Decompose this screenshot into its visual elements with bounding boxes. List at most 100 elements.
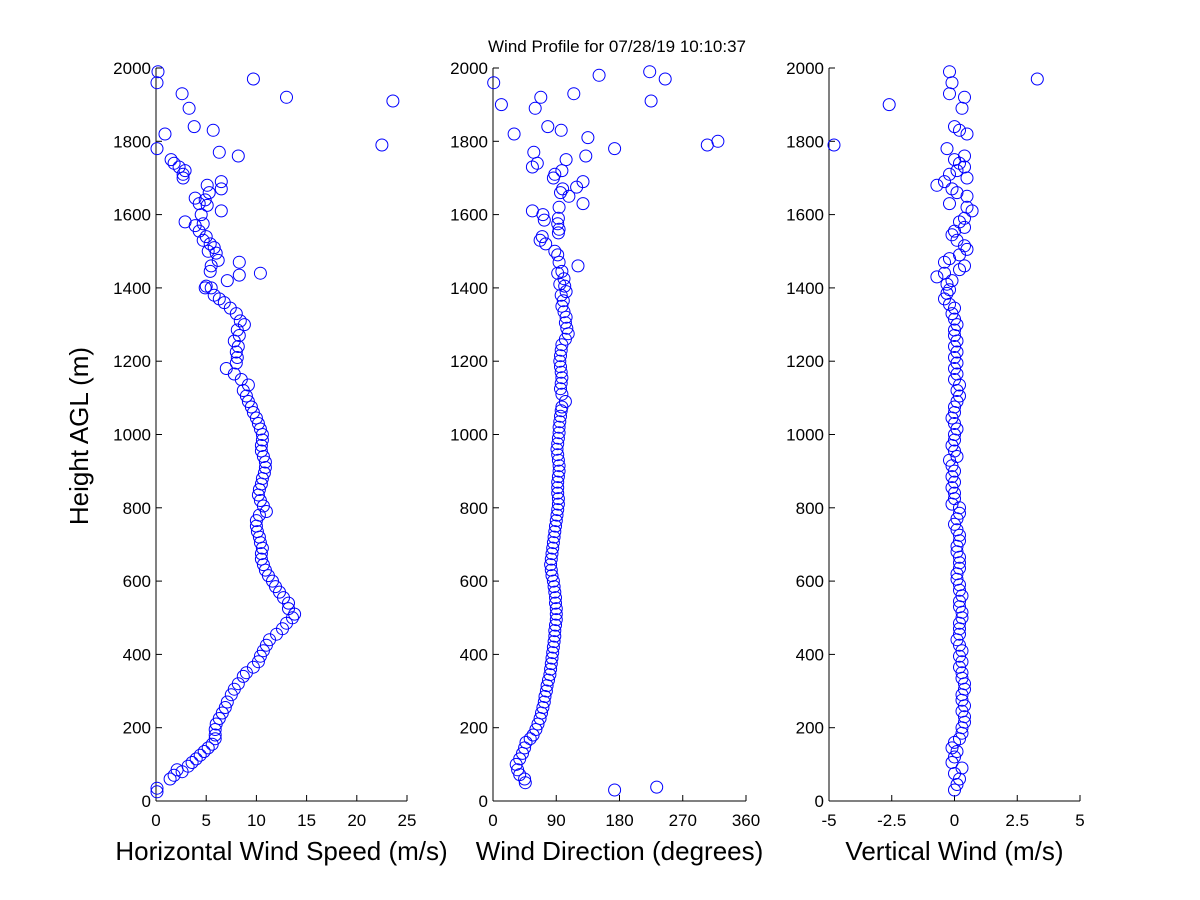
- data-point: [551, 431, 565, 445]
- data-point: [546, 541, 560, 555]
- data-point: [214, 175, 228, 189]
- data-point: [236, 669, 250, 683]
- data-point: [193, 748, 207, 762]
- data-point: [953, 263, 966, 277]
- data-point: [541, 120, 555, 134]
- data-point: [551, 492, 565, 506]
- data-point: [960, 242, 974, 256]
- data-point: [548, 585, 562, 599]
- y-tick-label: 1200: [113, 352, 151, 371]
- y-tick-label: 1600: [786, 206, 824, 225]
- data-point: [953, 627, 966, 641]
- data-point: [955, 761, 969, 775]
- data-point: [229, 345, 243, 359]
- y-tick-label: 1400: [450, 279, 488, 298]
- data-point: [252, 508, 266, 522]
- data-point: [554, 123, 568, 137]
- data-point: [548, 629, 562, 643]
- y-tick-label: 0: [479, 792, 488, 811]
- data-point: [518, 772, 532, 786]
- data-point: [167, 156, 181, 170]
- data-point: [557, 305, 571, 319]
- data-point: [553, 354, 567, 368]
- data-point: [953, 528, 966, 542]
- y-tick-label: 0: [815, 792, 824, 811]
- data-point: [246, 406, 260, 419]
- data-point: [930, 178, 944, 192]
- data-point: [182, 101, 196, 115]
- data-point: [201, 741, 215, 755]
- data-point: [948, 153, 961, 167]
- data-point: [960, 171, 974, 185]
- y-tick-label: 0: [142, 792, 151, 811]
- data-point: [958, 149, 971, 163]
- data-point: [943, 252, 956, 266]
- data-point: [551, 470, 565, 484]
- data-point: [217, 296, 231, 310]
- x-axis-label-direction: Wind Direction (degrees): [476, 836, 764, 866]
- data-point: [547, 635, 561, 649]
- x-tick-label: 0: [488, 811, 497, 830]
- data-point: [546, 574, 560, 588]
- data-point: [551, 486, 565, 500]
- data-point: [953, 649, 966, 663]
- data-point: [254, 444, 268, 458]
- x-axis-label-speed: Horizontal Wind Speed (m/s): [115, 836, 447, 866]
- y-tick-label: 600: [123, 572, 151, 591]
- data-point: [286, 611, 299, 625]
- data-point: [549, 519, 562, 533]
- data-point: [945, 228, 959, 242]
- data-point: [948, 400, 961, 414]
- data-point: [185, 756, 199, 769]
- data-point: [200, 178, 214, 192]
- data-point: [545, 651, 559, 665]
- data-point: [544, 552, 558, 566]
- data-point: [551, 211, 565, 225]
- data-point: [538, 690, 552, 703]
- panel-speed: 0 5 10 15 20 25 0 200 400 600 800 1000 1200 1400 1600 1…: [113, 59, 448, 866]
- data-point: [950, 318, 964, 332]
- data-point: [187, 120, 201, 134]
- y-tick-label: 400: [796, 645, 824, 664]
- data-point: [537, 213, 551, 227]
- data-point: [544, 662, 558, 676]
- y-tick-label: 200: [460, 719, 488, 738]
- data-point: [958, 710, 971, 724]
- data-point: [576, 175, 590, 189]
- data-point: [948, 417, 961, 430]
- data-point: [945, 481, 959, 495]
- data-point: [551, 217, 565, 231]
- data-point: [552, 255, 566, 269]
- points-direction: [487, 65, 725, 797]
- data-point: [930, 270, 944, 284]
- data-point: [386, 94, 400, 108]
- data-point: [150, 142, 164, 156]
- data-point: [551, 475, 565, 489]
- data-point: [938, 266, 951, 280]
- data-point: [1030, 72, 1044, 86]
- data-point: [827, 138, 841, 152]
- data-point: [882, 98, 896, 112]
- data-point: [202, 186, 216, 200]
- data-point: [543, 668, 557, 682]
- data-point: [554, 349, 567, 363]
- data-point: [558, 316, 572, 330]
- data-point: [527, 145, 541, 159]
- data-point: [948, 329, 961, 342]
- data-point: [948, 735, 961, 749]
- data-point: [551, 248, 565, 262]
- data-point: [545, 547, 559, 561]
- data-point: [958, 160, 971, 174]
- data-point: [554, 186, 567, 200]
- data-point: [546, 640, 560, 654]
- data-point: [158, 127, 172, 141]
- y-tick-label: 1000: [450, 426, 488, 445]
- data-point: [549, 607, 563, 621]
- data-point: [551, 453, 565, 467]
- data-point: [189, 752, 203, 766]
- data-point: [948, 486, 961, 500]
- data-point: [206, 123, 220, 137]
- data-point: [945, 274, 959, 288]
- data-point: [181, 759, 195, 773]
- data-point: [953, 622, 966, 636]
